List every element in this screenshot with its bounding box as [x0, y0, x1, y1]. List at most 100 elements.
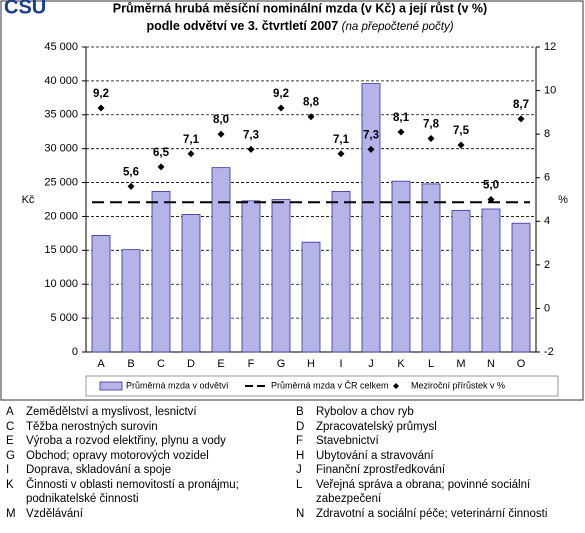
key-row: L Veřejná správa a obrana; povinné sociál…: [296, 478, 581, 507]
y2-tick-label: 12: [544, 41, 556, 53]
key-code: E: [6, 435, 14, 447]
key-row: A Zemědělství a myslivost, lesnictví: [6, 405, 296, 420]
x-tick-label: D: [187, 358, 195, 370]
key-row: C Těžba nerostných surovin: [6, 420, 296, 435]
key-row: I Doprava, skladování a spoje: [6, 463, 296, 478]
point: [247, 145, 255, 153]
key-label: Doprava, skladování a spoje: [26, 464, 172, 476]
point: [127, 182, 135, 190]
key-label: Ubytování a stravování: [316, 449, 434, 462]
y2-tick-label: 0: [544, 302, 550, 314]
legend-swatch: [393, 383, 399, 389]
key-label: Rybolov a chov ryb: [316, 406, 414, 418]
point: [277, 104, 285, 112]
y-tick-label: 45 000: [44, 41, 78, 53]
y2-tick-label: 8: [544, 128, 550, 140]
bar: [301, 241, 321, 353]
x-tick-label: B: [127, 358, 134, 370]
value-label: 8,0: [213, 114, 229, 126]
key-code: G: [6, 449, 15, 462]
x-tick-label: A: [97, 358, 105, 370]
y2-tick-label: 6: [544, 172, 550, 184]
chart-border: [0, 0, 584, 401]
bar: [91, 235, 111, 353]
y-tick-label: 25 000: [44, 176, 78, 188]
value-label: 8,1: [393, 112, 410, 124]
x-tick-label: K: [397, 358, 405, 370]
point: [397, 128, 405, 136]
x-tick-label: H: [307, 358, 315, 370]
subtitle-note: (na přepočtené počty): [342, 21, 454, 33]
key-code: C: [6, 420, 15, 433]
key-row: D Zpracovatelský průmysl: [296, 420, 581, 435]
bar: [421, 183, 441, 353]
legend-label: Průměrná mzda v odvětví: [126, 380, 229, 390]
bar: [151, 190, 171, 353]
x-tick-label: J: [368, 358, 374, 370]
key-row: J Finanční zprostředkování: [296, 463, 581, 478]
point: [307, 113, 315, 121]
key-row: M Vzdělávání: [6, 507, 296, 522]
key-row: F Stavebnictví: [296, 434, 581, 449]
y2-axis-label: %: [558, 194, 568, 206]
subtitle: podle odvětví ve 3. čtvrtletí 2007: [146, 19, 338, 33]
key-code: L: [296, 478, 303, 491]
key-row: B Rybolov a chov ryb: [296, 405, 581, 420]
key-label: Zdravotní a sociální péče; veterinární č…: [316, 507, 548, 520]
y2-tick-label: -2: [544, 346, 554, 358]
bar: [241, 200, 261, 353]
y-tick-label: 30 000: [44, 143, 78, 155]
chart-subtitle: podle odvětví ve 3. čtvrtletí 2007 (na p…: [146, 19, 453, 33]
legend-box: [85, 375, 559, 397]
x-tick-label: O: [517, 358, 526, 370]
value-label: 7,3: [243, 129, 259, 141]
y-tick-label: 10 000: [44, 278, 78, 290]
y-tick-label: 0: [72, 346, 78, 358]
value-label: 7,1: [183, 134, 200, 146]
key-label: Činnosti v oblasti nemovitostí a pronájm…: [26, 478, 239, 506]
key-label: Veřejná správa a obrana; povinné sociáln…: [316, 478, 531, 506]
x-tick-label: L: [428, 358, 434, 370]
value-label: 5,0: [483, 180, 499, 192]
bar: [451, 209, 471, 353]
value-label: 7,8: [423, 119, 440, 131]
key-label: Vzdělávání: [26, 507, 83, 520]
value-label: 5,6: [123, 166, 139, 178]
chart-title: Průměrná hrubá měsíční nominální mzda (v…: [113, 1, 487, 15]
category-key: A Zemědělství a myslivost, lesnictví B Rybo…: [6, 405, 581, 521]
y2-tick-label: 2: [544, 259, 550, 271]
point: [337, 150, 345, 158]
y-tick-label: 5 000: [50, 312, 78, 324]
x-tick-label: C: [157, 358, 165, 370]
legend-swatch: [99, 381, 123, 391]
chart: CSU Průměrná hrubá měsíční nominální mzd…: [0, 0, 584, 401]
point: [217, 130, 225, 138]
bar: [391, 180, 411, 353]
key-code: D: [296, 420, 305, 433]
key-label: Obchod; opravy motorových vozidel: [26, 449, 209, 462]
y-tick-label: 20 000: [44, 210, 78, 222]
key-row: E Výroba a rozvod elektřiny, plynu a vody: [6, 434, 296, 449]
key-row: N Zdravotní a sociální péče; veterinární …: [296, 507, 581, 522]
value-label: 8,7: [513, 99, 529, 111]
logo: CSU: [4, 0, 46, 18]
key-code: I: [6, 464, 10, 476]
point: [187, 150, 195, 158]
value-label: 8,8: [303, 97, 320, 109]
bar: [211, 167, 231, 353]
bar: [271, 199, 291, 353]
x-tick-label: F: [248, 358, 255, 370]
bar: [331, 190, 351, 353]
key-label: Finanční zprostředkování: [316, 464, 446, 476]
point: [367, 145, 375, 153]
key-label: Zpracovatelský průmysl: [316, 420, 437, 433]
value-label: 9,2: [93, 88, 109, 100]
x-tick-label: N: [487, 358, 495, 370]
point: [517, 115, 525, 123]
key-code: A: [6, 406, 14, 418]
key-row: H Ubytování a stravování: [296, 449, 581, 464]
key-code: N: [296, 507, 305, 520]
y-tick-label: 15 000: [44, 244, 78, 256]
key-label: Zemědělství a myslivost, lesnictví: [26, 406, 197, 418]
